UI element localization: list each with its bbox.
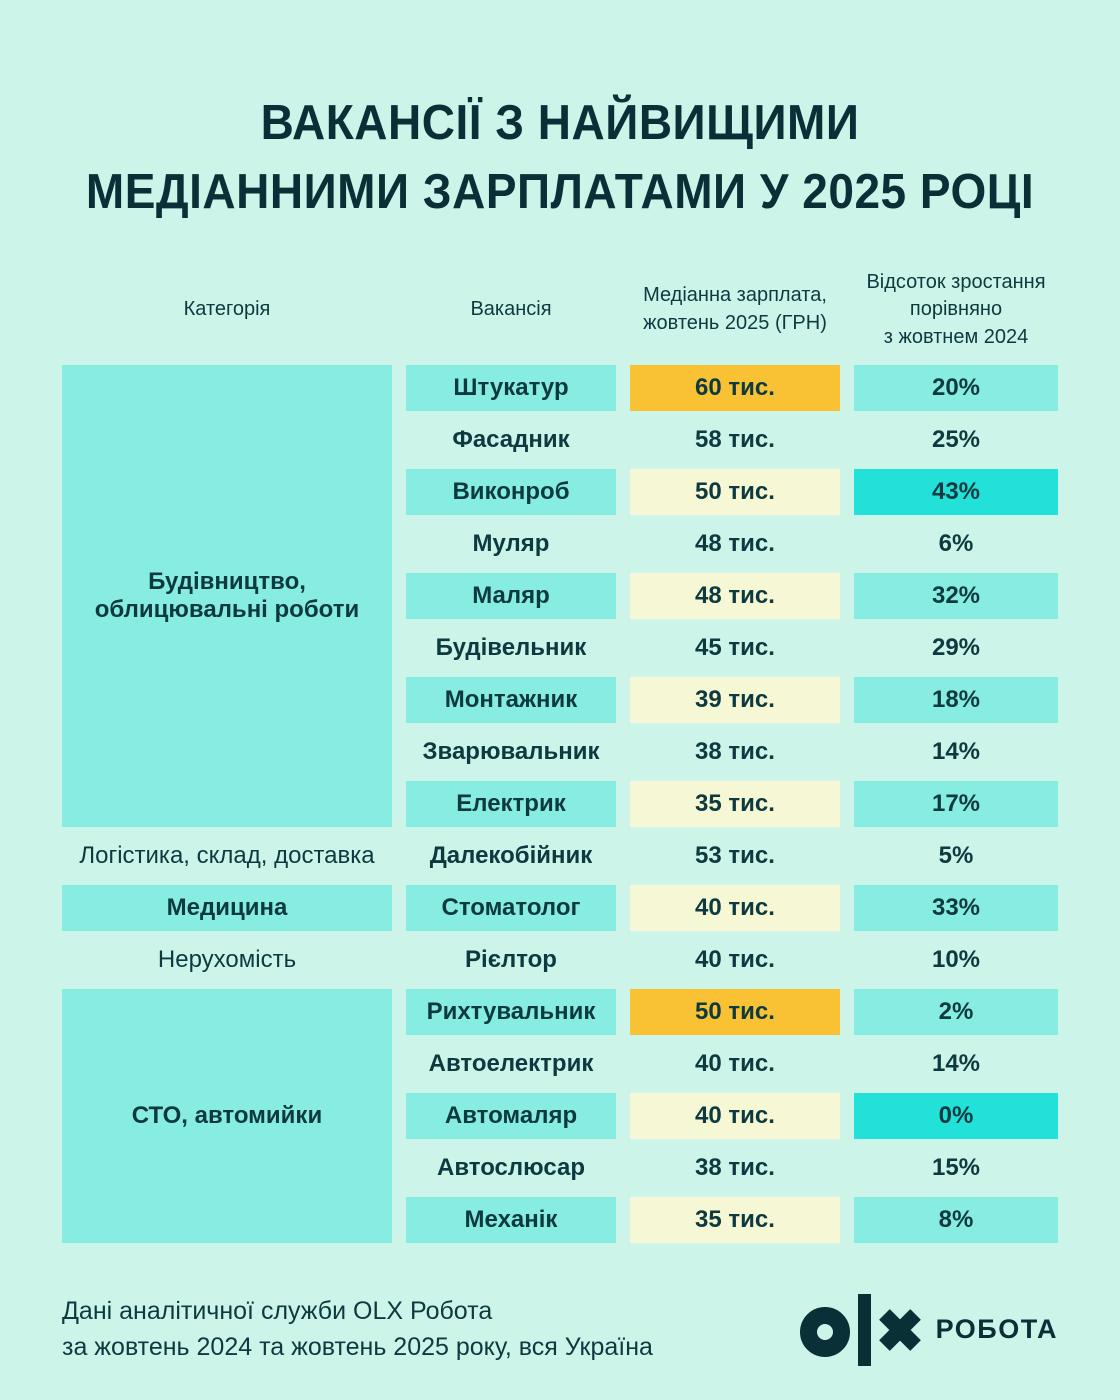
vacancy-cell: Рієлтор [465,946,557,973]
footer: Дані аналітичної служби OLX Робота за жо… [62,1291,1058,1367]
salary-cell: 60 тис. [630,365,840,412]
data-source-note: Дані аналітичної служби OLX Робота за жо… [62,1297,653,1362]
header-growth: Відсоток зростання порівняно з жовтнем 2… [866,270,1046,348]
vacancy-cell: Муляр [472,530,550,557]
vacancy-cell: Фасадник [452,426,570,453]
category-cell: Медицина [62,885,392,932]
vacancy-cell: Електрик [406,781,616,828]
olx-robota-logo: РОБОТА [798,1291,1058,1367]
growth-cell: 0% [854,1093,1058,1140]
salary-cell: 48 тис. [630,573,840,620]
salary-cell: 45 тис. [695,634,775,661]
category-group-auto-service: СТО, автомийки Рихтувальник 50 тис. 2% А… [62,989,1058,1244]
vacancy-cell: Механік [406,1197,616,1244]
salary-cell: 50 тис. [630,989,840,1036]
growth-cell: 32% [854,573,1058,620]
salary-cell: 35 тис. [630,781,840,828]
salary-cell: 40 тис. [695,946,775,973]
infographic: ВАКАНСІЇ З НАЙВИЩИМИ МЕДІАННИМИ ЗАРПЛАТА… [62,94,1058,1367]
growth-cell: 14% [931,738,981,765]
category-group-medicine: Медицина Стоматолог 40 тис. 33% [62,885,1058,932]
growth-cell: 15% [931,1154,981,1181]
growth-cell: 10% [931,946,981,973]
vacancy-cell: Будівельник [435,634,587,661]
vacancy-cell: Маляр [406,573,616,620]
salary-cell: 50 тис. [630,469,840,516]
growth-cell: 5% [938,842,974,869]
salary-cell: 38 тис. [695,738,775,765]
category-cell: Нерухомість [157,946,297,973]
salary-cell: 38 тис. [695,1154,775,1181]
salary-cell: 40 тис. [630,885,840,932]
growth-cell: 2% [854,989,1058,1036]
vacancy-cell: Зварювальник [422,738,600,765]
category-group-logistics: Логістика, склад, доставка Далекобійник … [62,833,1058,879]
logo-wordmark: РОБОТА [935,1313,1058,1344]
growth-cell: 25% [931,426,981,453]
growth-cell: 20% [854,365,1058,412]
growth-cell: 43% [854,469,1058,516]
category-group-real-estate: Нерухомість Рієлтор 40 тис. 10% [62,937,1058,983]
vacancy-cell: Стоматолог [406,885,616,932]
growth-cell: 6% [938,530,974,557]
vacancy-cell: Монтажник [406,677,616,724]
vacancy-cell: Автомаляр [406,1093,616,1140]
header-salary: Медіанна зарплата, жовтень 2025 (ГРН) [643,284,827,335]
salary-cell: 35 тис. [630,1197,840,1244]
salary-cell: 39 тис. [630,677,840,724]
growth-cell: 14% [931,1050,981,1077]
category-cell: СТО, автомийки [62,989,392,1244]
vacancy-cell: Штукатур [406,365,616,412]
vacancy-cell: Виконроб [406,469,616,516]
salary-cell: 58 тис. [695,426,775,453]
salary-cell: 40 тис. [630,1093,840,1140]
salary-table: Категорія Вакансія Медіанна зарплата, жо… [62,269,1058,1244]
page-title: ВАКАНСІЇ З НАЙВИЩИМИ МЕДІАННИМИ ЗАРПЛАТА… [85,94,1035,219]
vacancy-cell: Далекобійник [429,842,593,869]
growth-cell: 33% [854,885,1058,932]
salary-cell: 53 тис. [695,842,775,869]
header-vacancy: Вакансія [470,298,552,321]
olx-logo-icon [799,1294,921,1367]
growth-cell: 8% [854,1197,1058,1244]
vacancy-cell: Автослюсар [437,1154,585,1181]
vacancy-cell: Рихтувальник [406,989,616,1036]
salary-cell: 40 тис. [695,1050,775,1077]
growth-cell: 29% [931,634,981,661]
table-header-row: Категорія Вакансія Медіанна зарплата, жо… [62,269,1058,352]
header-category: Категорія [183,298,271,321]
growth-cell: 18% [854,677,1058,724]
category-cell: Будівництво, облицювальні роботи [62,365,392,828]
salary-cell: 48 тис. [695,530,775,557]
growth-cell: 17% [854,781,1058,828]
category-group-construction: Будівництво, облицювальні роботи Штукату… [62,365,1058,828]
category-cell: Логістика, склад, доставка [79,842,375,869]
vacancy-cell: Автоелектрик [428,1050,594,1077]
